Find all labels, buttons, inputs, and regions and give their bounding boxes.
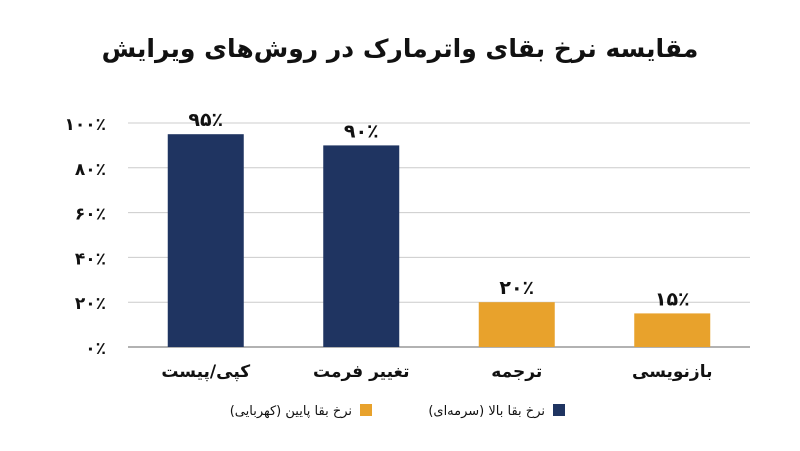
y-tick-label: ۱۰۰٪: [64, 115, 106, 135]
data-label: ۹۵٪: [188, 109, 223, 131]
x-tick-label: بازنویسی: [632, 362, 712, 382]
data-label: ۱۵٪: [655, 288, 690, 310]
x-tick-label: ترجمه: [491, 362, 542, 382]
y-tick-label: ۸۰٪: [75, 160, 106, 180]
bars: [167, 134, 711, 347]
x-tick-label: تغییر فرمت: [313, 362, 410, 382]
bar: [478, 302, 555, 347]
y-tick-label: ۶۰٪: [75, 205, 106, 225]
data-label: ۹۰٪: [344, 120, 379, 142]
data-label: ۲۰٪: [499, 277, 534, 299]
legend: نرخ بقا بالا (سرمه‌ای) نرخ بقا پایین (کهر…: [230, 404, 565, 419]
bar: [634, 313, 711, 347]
bar: [167, 134, 244, 347]
x-tick-label: کپی/پیست: [161, 362, 250, 382]
legend-swatch: [360, 404, 372, 416]
chart-title: مقایسه نرخ بقای واترمارک در روش‌های ویرا…: [102, 34, 699, 64]
y-tick-label: ۰٪: [85, 339, 106, 359]
bar: [323, 145, 400, 347]
data-labels: ۹۵٪ ۹۰٪ ۲۰٪ ۱۵٪: [188, 109, 689, 310]
legend-label: نرخ بقا پایین (کهربایی): [230, 404, 352, 419]
legend-label: نرخ بقا بالا (سرمه‌ای): [428, 404, 545, 419]
y-tick-label: ۴۰٪: [75, 249, 106, 269]
legend-swatch: [553, 404, 565, 416]
y-axis-ticks: ۰٪ ۲۰٪ ۴۰٪ ۶۰٪ ۸۰٪ ۱۰۰٪: [64, 115, 106, 359]
y-tick-label: ۲۰٪: [75, 294, 106, 314]
x-axis-ticks: کپی/پیست تغییر فرمت ترجمه بازنویسی: [161, 362, 712, 382]
